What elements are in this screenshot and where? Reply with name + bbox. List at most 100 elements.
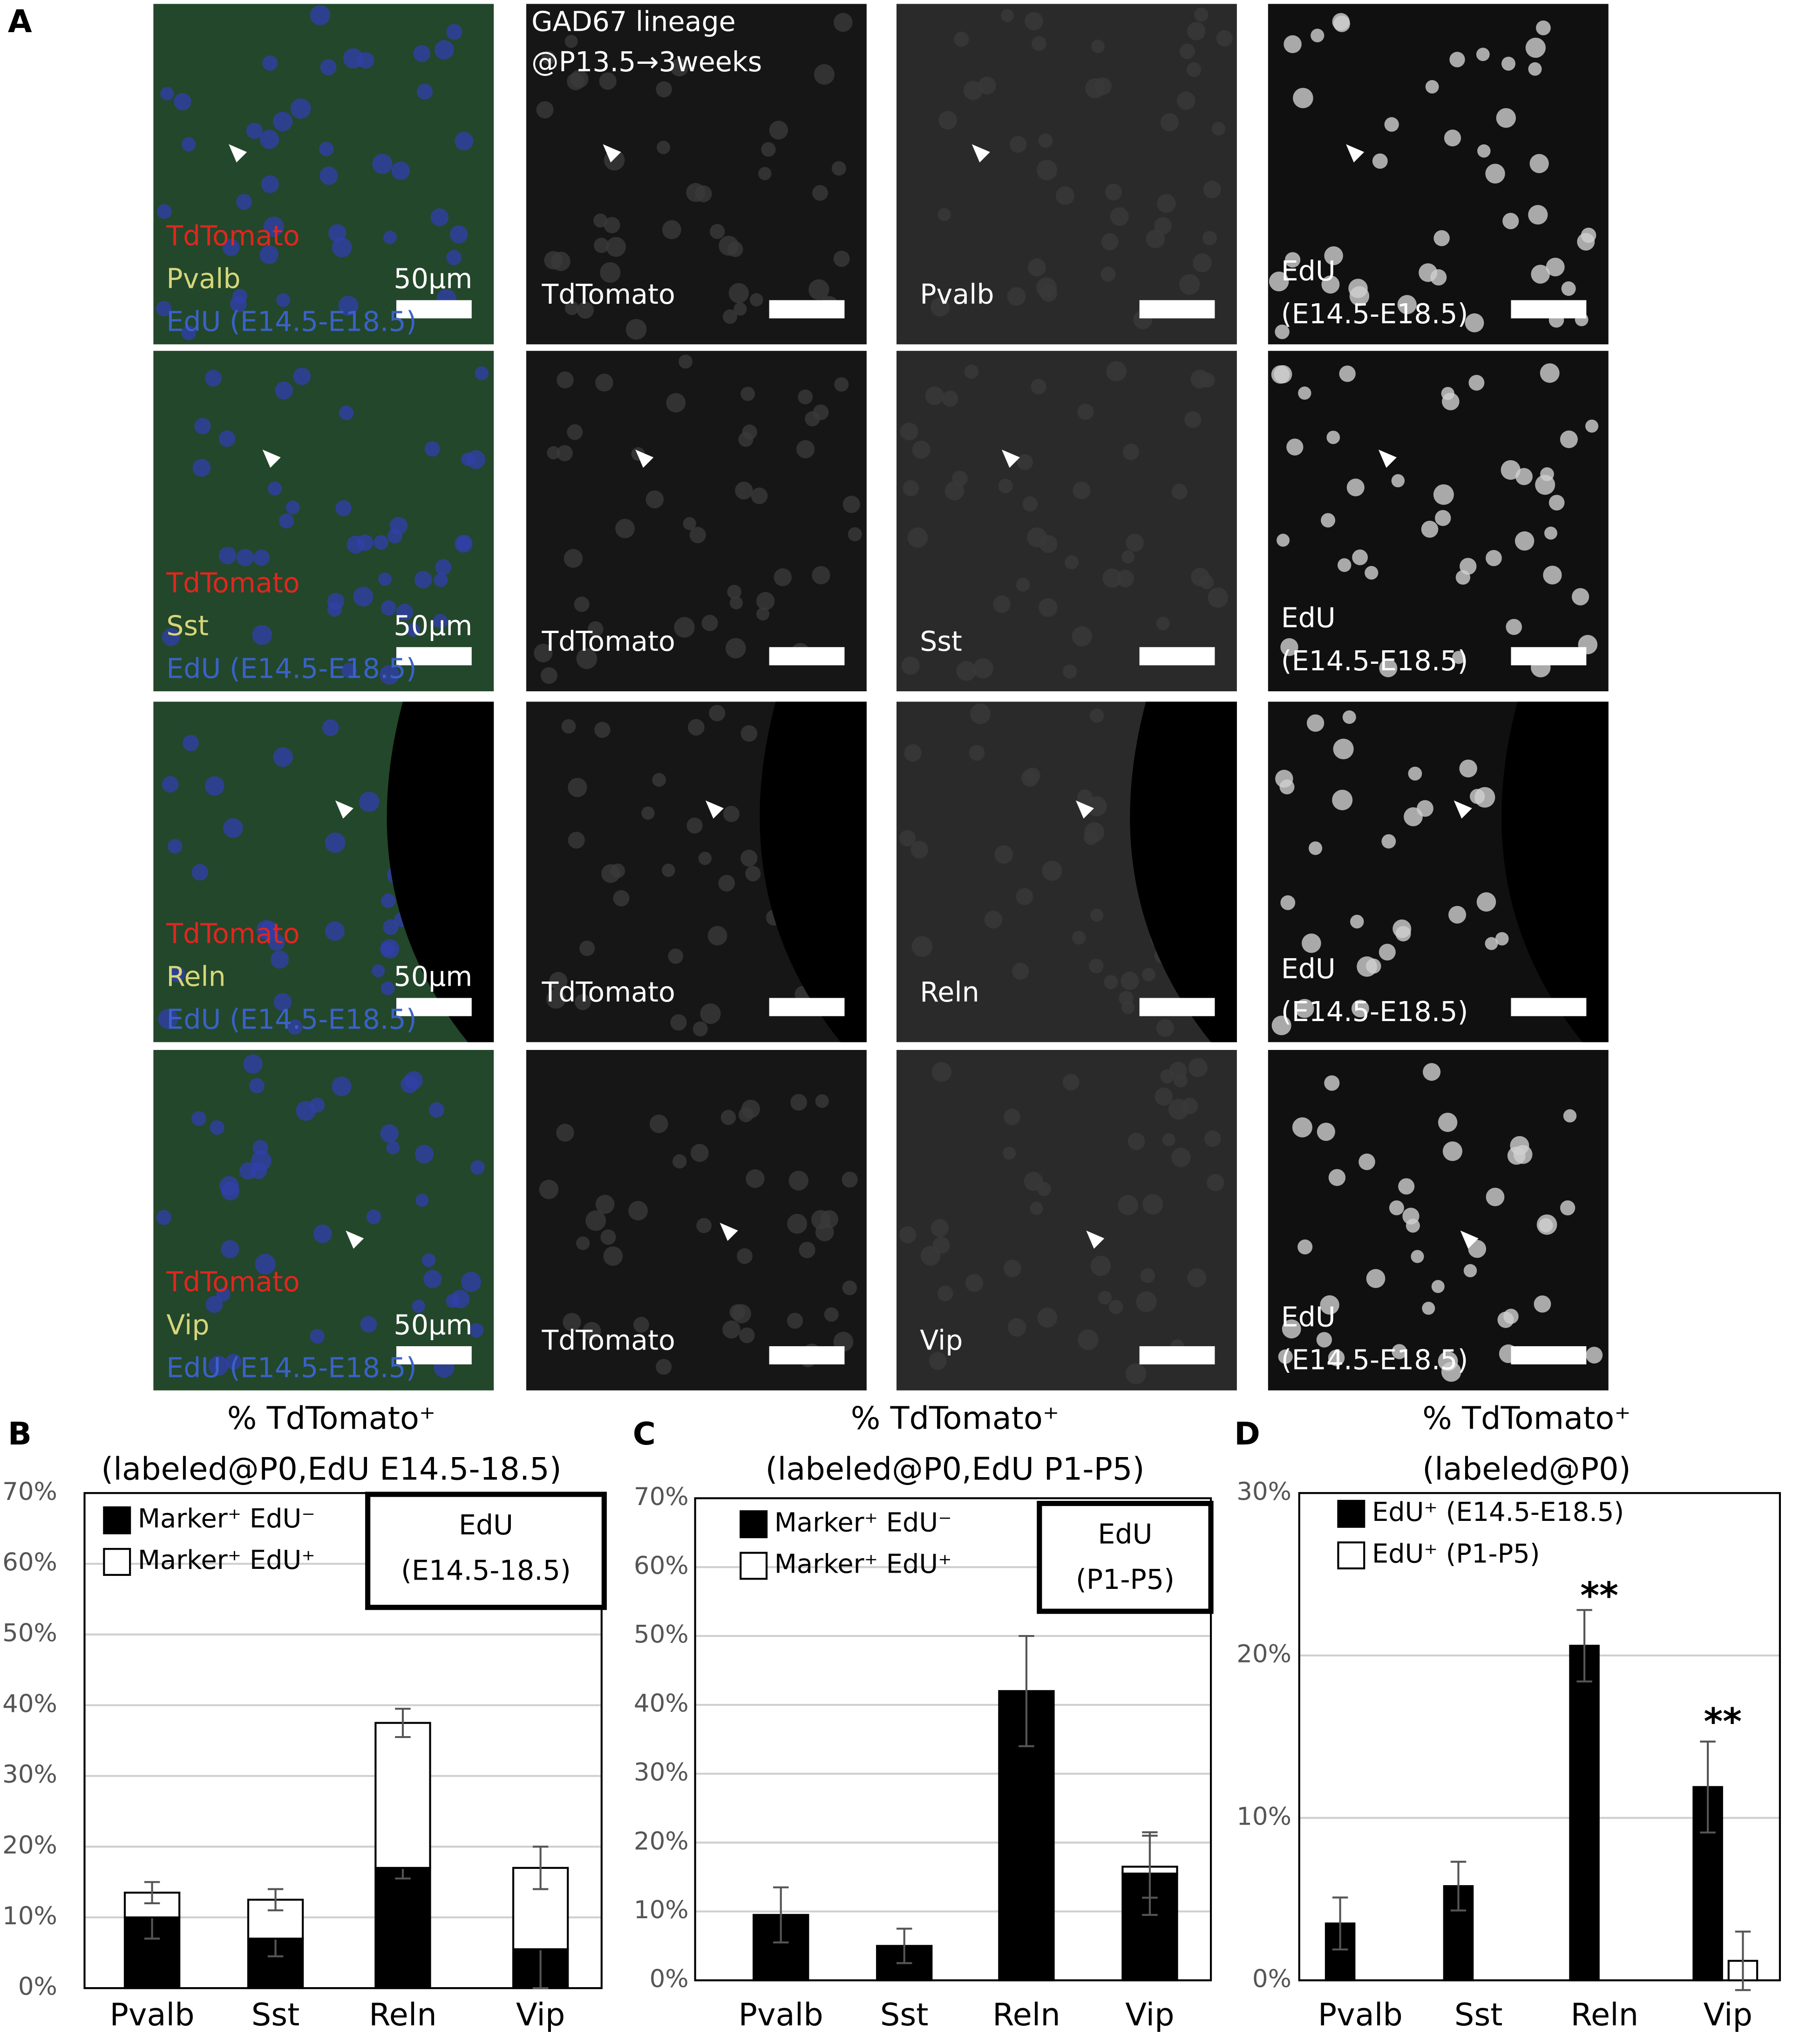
cell-nucleus: [1022, 496, 1038, 512]
cell-nucleus: [1444, 129, 1461, 147]
cell-nucleus: [1397, 295, 1417, 314]
cell-nucleus: [557, 445, 573, 462]
cell-nucleus: [383, 919, 399, 935]
cell-nucleus: [223, 818, 243, 838]
cell-nucleus: [1449, 52, 1465, 68]
channel-label: EdU: [1281, 953, 1336, 985]
cell-nucleus: [396, 603, 414, 621]
arrowhead: [1460, 1230, 1479, 1249]
cell-nucleus: [279, 513, 294, 529]
cell-nucleus: [683, 517, 696, 531]
cell-nucleus: [1581, 227, 1596, 243]
legend-swatch: [103, 1548, 131, 1576]
cell-nucleus: [1476, 892, 1496, 912]
cell-nucleus: [1320, 1295, 1339, 1315]
cell-nucleus: [1406, 1219, 1420, 1233]
y-tick-label: 60%: [634, 1552, 689, 1580]
cell-nucleus: [1160, 113, 1179, 132]
cell-nucleus: [1560, 1200, 1576, 1216]
cell-nucleus: [842, 496, 860, 513]
cell-nucleus: [1160, 1069, 1175, 1083]
cell-nucleus: [1389, 1200, 1404, 1215]
cell-nucleus: [556, 1124, 574, 1142]
cell-nucleus: [404, 1071, 423, 1090]
cell-nucleus: [1515, 531, 1535, 551]
cell-nucleus: [1352, 1000, 1369, 1018]
cell-nucleus: [256, 920, 277, 940]
cell-nucleus: [1202, 231, 1217, 245]
cell-nucleus: [251, 1150, 272, 1171]
micrograph: [153, 351, 494, 692]
cell-nucleus: [181, 137, 196, 152]
cell-nucleus: [1090, 1255, 1111, 1276]
cell-nucleus: [1121, 1001, 1135, 1014]
cell-nucleus: [1106, 361, 1127, 382]
cell-nucleus: [417, 83, 433, 100]
cell-nucleus: [740, 387, 755, 401]
x-tick-label: Vip: [1704, 1996, 1752, 2033]
cell-nucleus: [1438, 1112, 1458, 1132]
channel-label: EdU: [1281, 1301, 1336, 1333]
cell-nucleus: [1548, 495, 1565, 511]
cell-nucleus: [963, 81, 983, 100]
cell-nucleus: [710, 224, 725, 239]
cell-nucleus: [1100, 266, 1116, 282]
legend-label: Marker⁺ EdU⁻: [138, 1504, 315, 1534]
cell-nucleus: [1072, 626, 1092, 647]
x-tick-label: Pvalb: [1318, 1996, 1403, 2033]
panel-label: B: [8, 1416, 32, 1452]
tissue-edge: [1130, 702, 1237, 1042]
cell-nucleus: [567, 424, 583, 440]
cell-nucleus: [1365, 566, 1379, 580]
cell-nucleus: [1182, 1097, 1198, 1114]
cell-nucleus: [1105, 184, 1122, 201]
cell-nucleus: [937, 1285, 953, 1301]
cell-nucleus: [998, 478, 1013, 493]
arrowhead: [1453, 800, 1472, 819]
cell-nucleus: [738, 432, 754, 447]
cell-nucleus: [1280, 895, 1296, 910]
scale-bar: [769, 1346, 845, 1365]
panel-label: D: [1234, 1416, 1260, 1452]
cell-nucleus: [414, 571, 432, 589]
cell-nucleus: [1328, 1169, 1346, 1186]
cell-nucleus: [191, 1111, 206, 1126]
cell-nucleus: [1295, 999, 1314, 1018]
cell-nucleus: [815, 1094, 829, 1108]
cell-nucleus: [273, 747, 293, 767]
channel-label: (E14.5-E18.5): [1281, 1344, 1468, 1376]
y-tick-label: 30%: [634, 1758, 689, 1786]
cell-nucleus: [833, 251, 850, 267]
channel-label: Reln: [920, 976, 979, 1008]
cell-nucleus: [221, 1240, 239, 1259]
cell-nucleus: [1284, 35, 1302, 54]
legend-label: EdU⁺ (E14.5-E18.5): [1372, 1497, 1624, 1527]
cell-nucleus: [1540, 467, 1554, 481]
cell-nucleus: [1171, 1148, 1191, 1167]
cell-nucleus: [842, 1172, 858, 1188]
channel-label: (E14.5-E18.5): [1281, 298, 1468, 330]
tissue-edge: [760, 702, 867, 1042]
cell-nucleus: [1506, 619, 1522, 635]
cell-nucleus: [1476, 48, 1490, 61]
cell-nucleus: [956, 661, 977, 681]
cell-nucleus: [805, 411, 820, 427]
chart-subtitle: (labeled@P0): [1422, 1451, 1631, 1487]
cell-nucleus: [628, 1201, 648, 1221]
x-tick-label: Vip: [516, 1996, 565, 2033]
cell-nucleus: [746, 1169, 765, 1188]
cell-nucleus: [162, 628, 180, 647]
cell-nucleus: [1384, 117, 1399, 132]
cell-nucleus: [1142, 1194, 1163, 1215]
cell-nucleus: [576, 1236, 590, 1250]
cell-nucleus: [339, 405, 354, 421]
cell-nucleus: [970, 703, 991, 724]
cell-nucleus: [1572, 588, 1589, 606]
cell-nucleus: [1332, 13, 1350, 31]
cell-nucleus: [1077, 403, 1094, 420]
cell-nucleus: [1563, 1109, 1577, 1123]
cell-nucleus: [249, 1078, 265, 1094]
cell-nucleus: [1102, 568, 1122, 588]
cell-nucleus: [264, 216, 284, 237]
